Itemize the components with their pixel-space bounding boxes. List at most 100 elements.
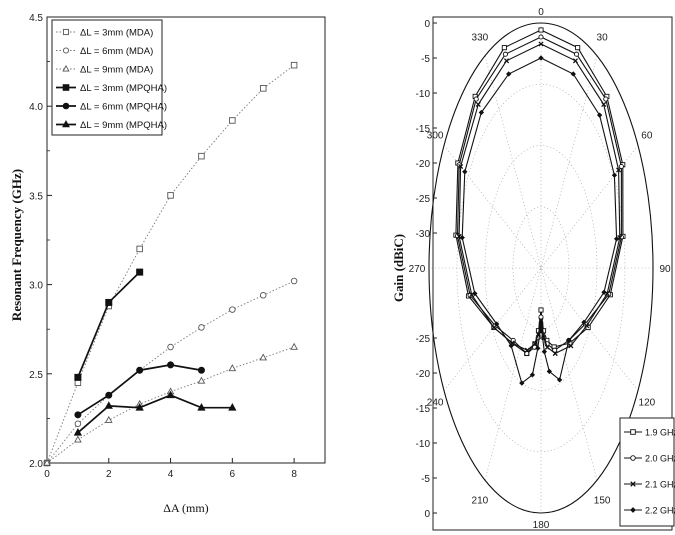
polar-radial-tick-label: -25 bbox=[416, 334, 431, 345]
left-x-tick-label: 0 bbox=[44, 469, 50, 480]
polar-radial-tick-label: -30 bbox=[416, 229, 431, 240]
left-series-line bbox=[77, 394, 233, 434]
left-data-point bbox=[167, 343, 174, 351]
left-x-tick-label: 2 bbox=[106, 469, 112, 480]
polar-data-point bbox=[601, 101, 607, 108]
polar-data-point bbox=[581, 319, 587, 325]
left-series-5 bbox=[74, 361, 205, 419]
polar-data-point bbox=[601, 289, 607, 295]
polar-data-point bbox=[529, 372, 536, 378]
polar-data-point bbox=[538, 41, 544, 47]
polar-data-point bbox=[538, 307, 544, 313]
left-data-point bbox=[259, 353, 268, 361]
polar-data-point bbox=[538, 314, 544, 320]
left-data-point bbox=[136, 245, 143, 253]
polar-angle-label: 90 bbox=[659, 264, 671, 275]
left-data-point bbox=[104, 415, 113, 423]
polar-data-point bbox=[506, 71, 512, 77]
left-data-point bbox=[229, 117, 236, 124]
polar-data-point bbox=[544, 344, 550, 350]
polar-data-point bbox=[546, 368, 553, 375]
left-y-axis-label: Resonant Frequency (GHz) bbox=[9, 169, 24, 321]
polar-data-point bbox=[478, 109, 485, 116]
polar-series-line bbox=[455, 29, 624, 355]
left-data-point bbox=[259, 292, 267, 299]
polar-angle-label: 300 bbox=[427, 130, 444, 141]
polar-angle-label: 270 bbox=[409, 264, 426, 275]
right-legend: 1.9 GHz 2.0 GHz 2.1 GHz 2.2 GHz bbox=[619, 417, 675, 527]
polar-data-point bbox=[538, 321, 544, 327]
polar-data-point bbox=[572, 58, 579, 64]
left-x-axis-label: ΔA (mm) bbox=[163, 501, 208, 515]
polar-data-point bbox=[596, 112, 603, 118]
left-x-tick-label: 6 bbox=[230, 469, 236, 480]
left-data-point bbox=[167, 361, 175, 369]
left-y-tick-label: 2.5 bbox=[29, 370, 43, 381]
left-series-6 bbox=[73, 390, 237, 436]
left-series-1 bbox=[43, 61, 298, 467]
left-data-point bbox=[74, 373, 82, 381]
polar-data-point bbox=[574, 51, 580, 57]
polar-angle-label: 0 bbox=[538, 7, 544, 18]
polar-data-point bbox=[603, 96, 609, 102]
left-data-point bbox=[197, 366, 205, 374]
left-series-2 bbox=[43, 277, 298, 467]
polar-angle-label: 180 bbox=[533, 520, 550, 531]
left-data-point bbox=[73, 428, 83, 436]
polar-angle-label: 240 bbox=[427, 398, 444, 409]
left-series-line bbox=[46, 346, 295, 464]
polar-series-line bbox=[461, 57, 618, 385]
polar-angle-label: 150 bbox=[594, 496, 611, 507]
left-data-point bbox=[290, 342, 298, 350]
right-legend-label: 2.0 GHz bbox=[645, 454, 675, 464]
polar-data-point bbox=[541, 349, 548, 355]
polar-data-point bbox=[538, 34, 544, 40]
polar-radial-tick-label: -10 bbox=[416, 439, 431, 450]
polar-data-point bbox=[491, 324, 497, 331]
polar-data-point bbox=[575, 45, 581, 51]
left-data-point bbox=[228, 364, 237, 372]
polar-outer-ring bbox=[428, 22, 654, 514]
polar-radial-tick-label: -20 bbox=[416, 159, 431, 170]
polar-data-point bbox=[568, 343, 574, 349]
left-legend-marker bbox=[62, 47, 70, 54]
right-legend-marker bbox=[630, 429, 636, 435]
right-legend-marker bbox=[630, 507, 636, 513]
left-data-point bbox=[105, 298, 113, 306]
left-data-point bbox=[198, 152, 205, 160]
right-legend-label: 2.2 GHz bbox=[645, 506, 675, 516]
left-data-point bbox=[74, 435, 82, 443]
left-legend-marker bbox=[62, 120, 70, 128]
left-data-point bbox=[136, 366, 144, 374]
left-legend-label: ΔL = 3mm (MPQHA) bbox=[80, 83, 167, 94]
left-legend-marker bbox=[62, 102, 70, 110]
left-legend-marker bbox=[62, 64, 70, 72]
left-x-tick-label: 4 bbox=[168, 469, 174, 480]
polar-radial-tick-label: -5 bbox=[421, 54, 430, 65]
left-x-tick-label: 8 bbox=[291, 469, 297, 480]
polar-data-point bbox=[475, 101, 481, 108]
left-legend: ΔL = 3mm (MDA) ΔL = 6mm (MDA) ΔL = 9mm (MD… bbox=[51, 19, 167, 136]
polar-angle-label: 60 bbox=[641, 130, 653, 141]
polar-data-point bbox=[556, 377, 563, 383]
polar-data-point bbox=[532, 341, 538, 347]
polar-data-point bbox=[502, 51, 508, 57]
right-plot-area bbox=[432, 16, 673, 531]
polar-series-line bbox=[458, 43, 621, 355]
polar-data-point bbox=[538, 317, 544, 324]
polar-angle-label: 330 bbox=[472, 32, 489, 43]
polar-data-point bbox=[616, 167, 622, 173]
left-series-line bbox=[46, 280, 295, 464]
polar-data-point bbox=[519, 380, 525, 386]
left-legend-marker bbox=[62, 28, 70, 36]
left-data-point bbox=[104, 401, 113, 409]
polar-radial-tick-label: -15 bbox=[416, 404, 431, 415]
polar-data-point bbox=[584, 323, 590, 329]
left-data-point bbox=[166, 390, 175, 399]
left-legend-label: ΔL = 6mm (MDA) bbox=[80, 46, 153, 57]
polar-angle-label: 120 bbox=[639, 398, 656, 409]
right-legend-label: 2.1 GHz bbox=[645, 480, 675, 490]
right-legend-marker bbox=[630, 481, 636, 487]
polar-radial-tick-label: -10 bbox=[416, 89, 431, 100]
